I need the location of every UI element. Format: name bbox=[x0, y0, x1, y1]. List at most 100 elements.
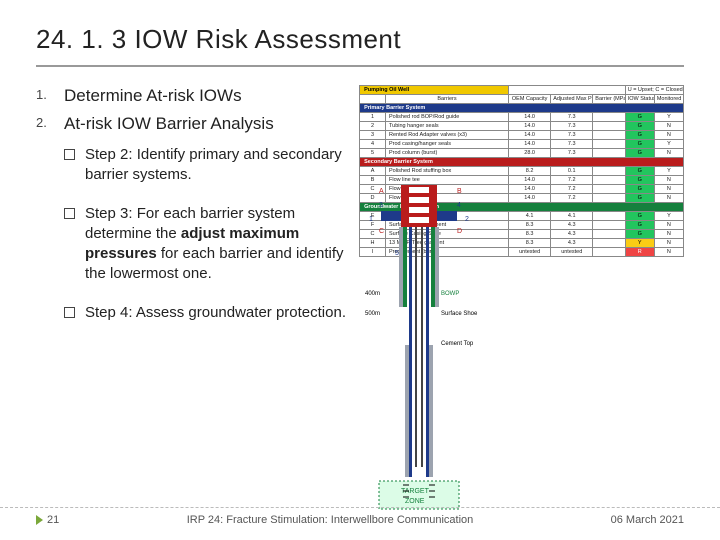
cell-name: Flow line tee bbox=[385, 176, 508, 185]
sub-list: Step 2: Identify primary and secondary b… bbox=[36, 145, 351, 323]
section-secondary: Secondary Barrier System bbox=[360, 158, 684, 167]
cell-v2: 4.1 bbox=[551, 212, 593, 221]
wellbore-svg: A B 3 4 1 2 C D bbox=[359, 185, 479, 515]
cell-mon: N bbox=[654, 248, 683, 257]
cell-v2: 7.2 bbox=[551, 194, 593, 203]
cell-name: Polished rod BOP/Rod guide bbox=[385, 113, 508, 122]
th: Adjusted Max Pressure (MPa) bbox=[551, 95, 593, 104]
footer-date: 06 March 2021 bbox=[564, 514, 684, 526]
hdr-blank bbox=[509, 86, 626, 95]
cell-mon: Y bbox=[654, 140, 683, 149]
rows-primary: 1Polished rod BOP/Rod guide14.07.3GY2Tub… bbox=[360, 113, 684, 158]
lbl-shoe: Surface Shoe bbox=[441, 311, 478, 317]
cell-status: G bbox=[625, 185, 654, 194]
footer: 21 IRP 24: Fracture Stimulation: Interwe… bbox=[0, 507, 720, 526]
table-header-row2: Barriers OEM Capacity Adjusted Max Press… bbox=[360, 95, 684, 104]
cell-status: G bbox=[625, 149, 654, 158]
cell-status: G bbox=[625, 113, 654, 122]
cell-v2: 0.1 bbox=[551, 167, 593, 176]
lbl-1: 1 bbox=[369, 216, 373, 223]
zone-label2: ZONE bbox=[405, 498, 425, 505]
cell-mon: N bbox=[654, 185, 683, 194]
lbl-4: 4 bbox=[457, 202, 461, 209]
wellbore-diagram: A B 3 4 1 2 C D bbox=[359, 185, 479, 515]
cell-v2: 7.3 bbox=[551, 140, 593, 149]
cell-v2: untested bbox=[551, 248, 593, 257]
sub-item-step2: Step 2: Identify primary and secondary b… bbox=[36, 145, 351, 186]
cell-v2: 7.3 bbox=[551, 113, 593, 122]
lbl-D: D bbox=[457, 228, 462, 235]
cell-v1: 14.0 bbox=[509, 194, 551, 203]
valve-left-icon bbox=[381, 211, 401, 221]
th: Barriers bbox=[385, 95, 508, 104]
th: OEM Capacity bbox=[509, 95, 551, 104]
section-row-primary: Primary Barrier System bbox=[360, 104, 684, 113]
cell-status: G bbox=[625, 122, 654, 131]
cell-status: G bbox=[625, 167, 654, 176]
cell-blank bbox=[593, 149, 625, 158]
checkbox-icon bbox=[64, 208, 75, 219]
cell-v2: 7.3 bbox=[551, 149, 593, 158]
lbl-bowp: BOWP bbox=[441, 291, 459, 297]
cell-name: Prod casing/hanger seals bbox=[385, 140, 508, 149]
th bbox=[360, 95, 386, 104]
cell-num: 3 bbox=[360, 131, 386, 140]
table-row: 2Tubing hanger seals14.07.3GN bbox=[360, 122, 684, 131]
cell-status: G bbox=[625, 131, 654, 140]
cell-blank bbox=[593, 176, 625, 185]
cell-mon: N bbox=[654, 239, 683, 248]
cell-mon: N bbox=[654, 221, 683, 230]
cell-mon: N bbox=[654, 176, 683, 185]
sub-text: Step 2: Identify primary and secondary b… bbox=[85, 145, 351, 186]
list-num: 2. bbox=[36, 113, 64, 135]
list-num: 1. bbox=[36, 85, 64, 107]
table-row: 5Prod column (burst)28.07.3GN bbox=[360, 149, 684, 158]
cell-v2: 7.2 bbox=[551, 176, 593, 185]
cell-status: Y bbox=[625, 239, 654, 248]
cell-name: Polished Rod stuffing box bbox=[385, 167, 508, 176]
table-row: 4Prod casing/hanger seals14.07.3GY bbox=[360, 140, 684, 149]
cell-blank bbox=[593, 221, 625, 230]
cell-num: A bbox=[360, 167, 386, 176]
surf-casing-left bbox=[403, 227, 407, 307]
cell-blank bbox=[593, 113, 625, 122]
cell-v1: 14.0 bbox=[509, 122, 551, 131]
cell-num: 4 bbox=[360, 140, 386, 149]
cell-v1: 14.0 bbox=[509, 113, 551, 122]
cell-name: Tubing hanger seals bbox=[385, 122, 508, 131]
cell-mon: N bbox=[654, 131, 683, 140]
cell-v1: 8.3 bbox=[509, 230, 551, 239]
tubing-right bbox=[421, 227, 423, 467]
cell-blank bbox=[593, 230, 625, 239]
cell-blank bbox=[593, 140, 625, 149]
cell-mon: N bbox=[654, 230, 683, 239]
cell-status: G bbox=[625, 221, 654, 230]
cell-mon: N bbox=[654, 194, 683, 203]
cell-v1: 8.3 bbox=[509, 221, 551, 230]
depth-400: 400m bbox=[365, 291, 380, 297]
page-number-wrap: 21 bbox=[36, 514, 96, 526]
th: Barrier (MPa) bbox=[593, 95, 625, 104]
cell-mon: Y bbox=[654, 113, 683, 122]
cell-v2: 4.3 bbox=[551, 230, 593, 239]
cell-num: 5 bbox=[360, 149, 386, 158]
th: IOW Status bbox=[625, 95, 654, 104]
cell-mon: N bbox=[654, 149, 683, 158]
checkbox-icon bbox=[64, 149, 75, 160]
table-row: BFlow line tee14.07.2GN bbox=[360, 176, 684, 185]
lbl-B: B bbox=[457, 188, 462, 195]
cell-name: Prod column (burst) bbox=[385, 149, 508, 158]
cell-status: G bbox=[625, 194, 654, 203]
cell-blank bbox=[593, 194, 625, 203]
table-header-row: Pumping Oil Well U = Upset; C = Closed bbox=[360, 86, 684, 95]
cell-v1: 14.0 bbox=[509, 140, 551, 149]
section-row-secondary: Secondary Barrier System bbox=[360, 158, 684, 167]
cell-mon: N bbox=[654, 122, 683, 131]
cell-v2: 7.3 bbox=[551, 122, 593, 131]
cell-name: Rented Rod Adapter valves (x3) bbox=[385, 131, 508, 140]
list-text: Determine At-risk IOWs bbox=[64, 85, 242, 107]
surf-casing-right bbox=[431, 227, 435, 307]
sub-text: Step 3: For each barrier system determin… bbox=[85, 204, 351, 285]
table-row: 1Polished rod BOP/Rod guide14.07.3GY bbox=[360, 113, 684, 122]
cell-num: B bbox=[360, 176, 386, 185]
